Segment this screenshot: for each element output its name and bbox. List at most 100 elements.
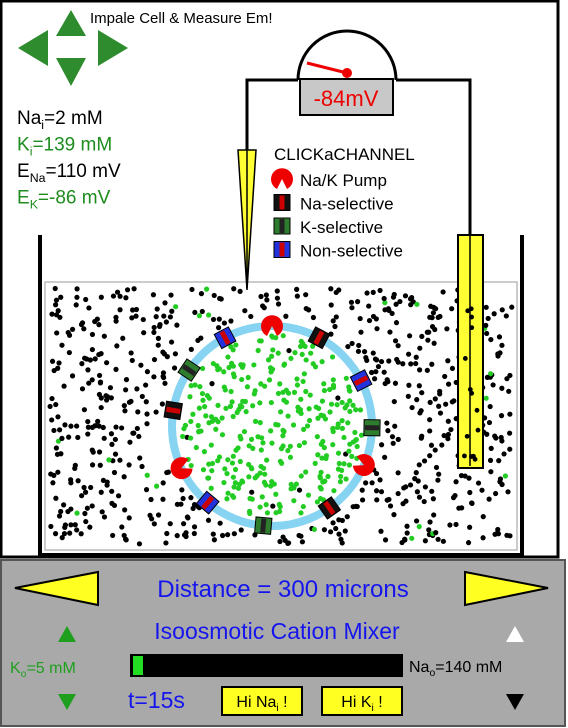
- ion: [193, 444, 199, 451]
- ion: [382, 300, 388, 306]
- button-label[interactable]: Hi Nai !: [236, 694, 287, 714]
- channel[interactable]: [273, 217, 291, 235]
- ion: [274, 288, 280, 294]
- nav-down[interactable]: [56, 58, 86, 86]
- channel[interactable]: [363, 419, 381, 437]
- ion: [127, 439, 133, 445]
- channel[interactable]: [271, 168, 293, 189]
- button[interactable]: [221, 686, 303, 716]
- ion: [303, 305, 309, 312]
- ion: [119, 425, 125, 431]
- channel[interactable]: [163, 400, 183, 421]
- concentration: ENa=110 mV: [17, 161, 121, 185]
- ko-down[interactable]: [58, 694, 76, 710]
- ion: [419, 433, 425, 439]
- button[interactable]: [321, 686, 403, 716]
- ion: [134, 386, 140, 392]
- ion: [391, 512, 397, 518]
- ion: [56, 513, 63, 519]
- channel[interactable]: [167, 454, 195, 483]
- channel-pore: [353, 375, 369, 387]
- ion: [273, 510, 279, 516]
- ion: [328, 286, 334, 292]
- ion: [271, 481, 277, 487]
- ion: [221, 369, 227, 375]
- ion: [462, 453, 467, 459]
- channel[interactable]: [273, 241, 291, 258]
- ion: [168, 339, 175, 345]
- ion: [291, 498, 297, 504]
- ion: [140, 316, 146, 323]
- ion: [109, 441, 115, 447]
- ion: [202, 404, 208, 410]
- channel[interactable]: [261, 315, 283, 336]
- ion: [369, 369, 375, 376]
- nai-up[interactable]: [506, 626, 524, 642]
- channel[interactable]: [273, 194, 291, 211]
- ion: [151, 374, 157, 380]
- ion: [195, 337, 201, 344]
- ion: [294, 382, 301, 388]
- ion: [400, 501, 406, 507]
- ion: [429, 488, 435, 494]
- ion: [405, 351, 412, 357]
- nav-left[interactable]: [18, 30, 48, 66]
- ion: [56, 360, 62, 366]
- label-base: K: [10, 660, 21, 677]
- ion: [55, 469, 61, 475]
- ion: [74, 423, 80, 429]
- distance-right[interactable]: [464, 570, 549, 607]
- button-label[interactable]: Hi Ki !: [341, 694, 382, 714]
- ion: [53, 401, 59, 408]
- channel[interactable]: [195, 490, 220, 515]
- ion: [408, 302, 414, 308]
- channel[interactable]: [213, 326, 237, 350]
- channel-pore: [260, 518, 267, 533]
- nav-up[interactable]: [56, 10, 86, 36]
- ion: [173, 304, 179, 310]
- ion: [122, 507, 128, 513]
- ion: [252, 532, 258, 538]
- channel[interactable]: [177, 358, 201, 382]
- distance-left[interactable]: [14, 570, 99, 607]
- ion: [228, 360, 235, 366]
- ion: [248, 465, 254, 471]
- ion: [58, 451, 64, 457]
- ko-up[interactable]: [58, 626, 76, 642]
- ion: [86, 380, 92, 386]
- ion: [209, 468, 215, 474]
- concentration: Nai=2 mM: [17, 108, 103, 132]
- channel[interactable]: [349, 369, 373, 393]
- ion: [449, 399, 455, 405]
- ion: [413, 354, 419, 360]
- channel[interactable]: [351, 451, 379, 479]
- ion: [161, 374, 167, 381]
- ion: [318, 486, 324, 492]
- ion: [407, 482, 414, 488]
- ion: [395, 359, 401, 365]
- ion: [201, 449, 208, 455]
- ion: [168, 292, 174, 298]
- channel[interactable]: [307, 326, 331, 350]
- ion: [246, 443, 252, 449]
- channel[interactable]: [317, 496, 342, 520]
- nai-down[interactable]: [506, 694, 524, 710]
- ion: [314, 434, 320, 440]
- channel[interactable]: [254, 516, 273, 535]
- ion: [49, 395, 55, 402]
- ion: [57, 314, 63, 320]
- ion: [228, 318, 234, 324]
- label-subscript: i: [41, 118, 44, 132]
- ion: [114, 289, 121, 295]
- ion: [435, 477, 441, 483]
- nav-right[interactable]: [98, 30, 128, 66]
- ion: [143, 399, 149, 405]
- ion: [88, 484, 94, 491]
- mixer-handle[interactable]: [133, 656, 143, 675]
- ion: [268, 369, 274, 375]
- ion: [445, 358, 451, 364]
- mixer-slider[interactable]: [130, 654, 403, 677]
- meter-pivot: [342, 68, 352, 78]
- label-rest: =2 mM: [44, 108, 103, 129]
- ion: [155, 512, 162, 518]
